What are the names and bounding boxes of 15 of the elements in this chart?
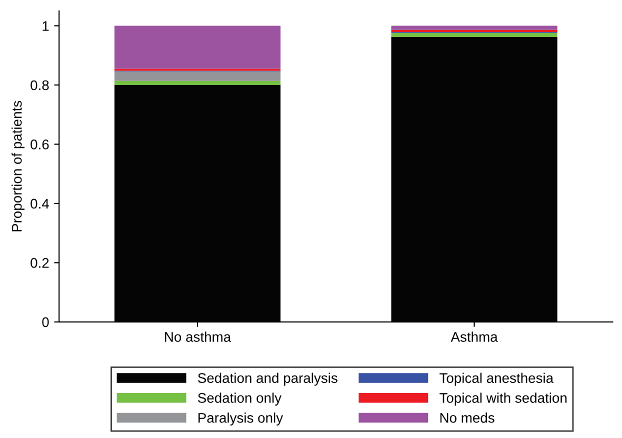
legend-label: Paralysis only [198, 412, 284, 426]
legend-label: Sedation and paralysis [198, 372, 338, 386]
legend-label: Topical anesthesia [440, 372, 554, 386]
y-tick-label: 0 [42, 317, 49, 328]
legend-label: Topical with sedation [440, 392, 567, 406]
legend-label: No meds [440, 412, 494, 423]
y-tick-label: 0.4 [30, 198, 49, 209]
x-tick-label: Asthma [450, 332, 498, 342]
legend-label: Sedation only [198, 392, 282, 406]
y-tick-label: 1 [42, 21, 49, 31]
y-axis-title: Proportion of patients [12, 100, 25, 232]
y-tick-label: 0.8 [30, 80, 49, 90]
y-tick-label: 0.6 [30, 140, 49, 150]
x-tick-label: No asthma [165, 332, 232, 342]
y-tick-label: 0.2 [30, 258, 49, 268]
